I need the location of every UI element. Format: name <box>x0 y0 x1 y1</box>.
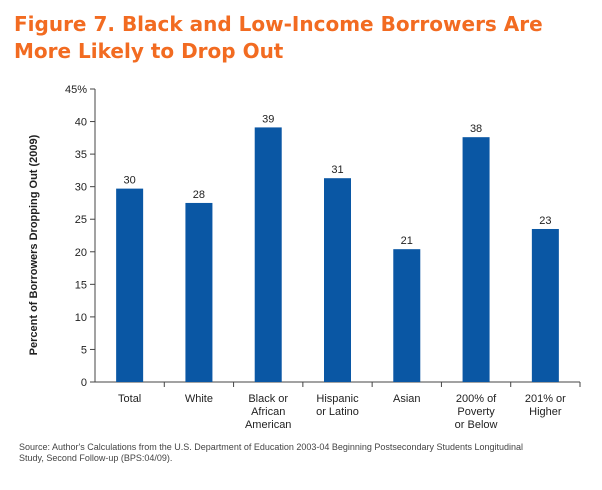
x-tick-label: Black or African American <box>245 393 291 431</box>
x-tick-label: 200% of Poverty or Below <box>455 393 498 431</box>
y-tick-label: 35 <box>75 149 87 161</box>
bar <box>393 249 421 382</box>
data-label: 31 <box>331 164 343 176</box>
data-label: 23 <box>539 215 551 227</box>
y-tick-label: 20 <box>75 247 87 259</box>
x-axis-ticks <box>163 382 581 387</box>
bar <box>531 228 559 382</box>
y-axis-tick-labels: 0 5 10 15 20 25 30 35 40 45% <box>65 84 87 389</box>
x-tick-label: Hispanic or Latino <box>316 393 359 418</box>
chart-title: Figure 7. Black and Low-Income Borrowers… <box>14 12 543 63</box>
bar <box>254 127 282 382</box>
bar <box>462 137 490 382</box>
x-tick-label: Total <box>118 393 141 405</box>
x-tick-label: White <box>185 393 213 405</box>
source-note: Source: Author's Calculations from the U… <box>19 442 524 463</box>
bar <box>116 188 144 382</box>
x-axis-tick-labels: Total White Black or African American Hispani… <box>118 393 566 431</box>
data-labels: 30 28 39 31 21 38 23 <box>124 113 552 247</box>
y-tick-label: 15 <box>75 279 87 291</box>
x-tick-label: Asian <box>393 393 421 405</box>
data-label: 28 <box>193 189 205 201</box>
y-tick-label: 10 <box>75 312 87 324</box>
data-label: 30 <box>124 175 136 187</box>
y-tick-label: 30 <box>75 182 87 194</box>
x-tick-label: 201% or Higher <box>525 393 566 418</box>
y-tick-label: 5 <box>81 344 87 356</box>
data-label: 39 <box>262 113 274 125</box>
bar <box>324 178 351 382</box>
y-tick-label: 40 <box>75 117 87 129</box>
data-label: 38 <box>470 123 482 135</box>
data-label: 21 <box>401 235 413 247</box>
y-tick-label: 25 <box>75 214 87 226</box>
bars <box>116 127 559 382</box>
bar <box>185 202 213 382</box>
y-tick-label: 0 <box>81 377 87 389</box>
y-tick-label: 45% <box>65 84 87 96</box>
y-axis-label: Percent of Borrowers Dropping Out (2009) <box>28 134 40 355</box>
y-axis-ticks <box>90 88 95 383</box>
